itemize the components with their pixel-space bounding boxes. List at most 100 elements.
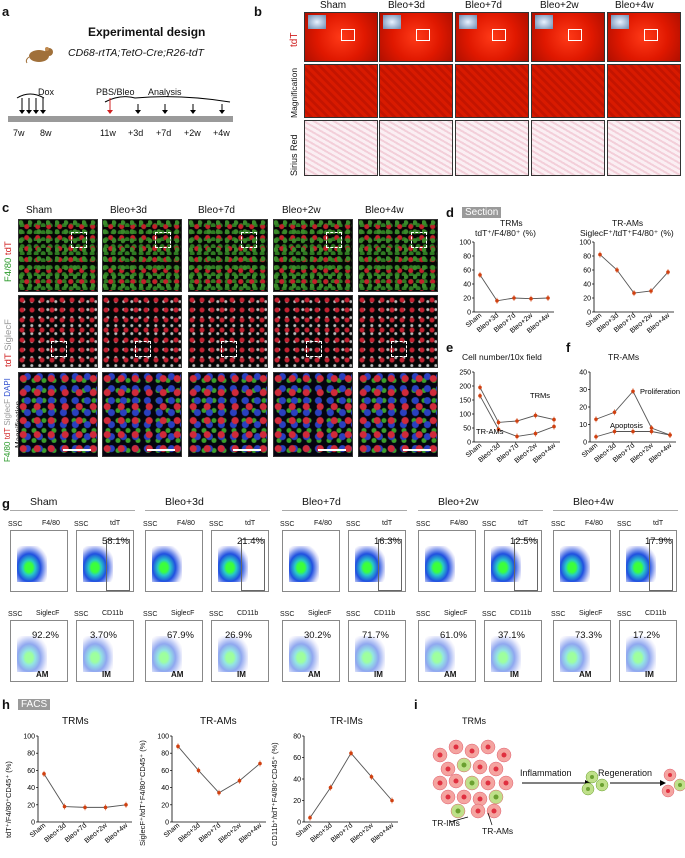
- b-tdt-image: [455, 12, 529, 62]
- b-col-2w: Bleo+2w: [540, 0, 579, 11]
- g-column-title: Bleo+2w: [438, 496, 479, 508]
- g-tdt-plot: [484, 530, 542, 592]
- g-gate: [241, 539, 265, 591]
- data-point: [390, 798, 394, 803]
- cell-nucleus-icon: [461, 794, 467, 800]
- data-point: [496, 427, 501, 432]
- data-point: [666, 270, 670, 274]
- b-magnification-image: [531, 64, 605, 118]
- g-divider: [282, 510, 407, 511]
- g-am-label: AM: [579, 670, 592, 679]
- x-tick-label: Bleo+3d: [177, 822, 201, 844]
- tp-2w: +2w: [184, 128, 201, 138]
- h-facs-tag: FACS: [18, 699, 51, 710]
- tp-4w: +4w: [213, 128, 230, 138]
- c-roi-box: [411, 232, 427, 248]
- i-cell-cluster: [432, 739, 514, 819]
- g-im-label: IM: [645, 670, 654, 679]
- f-title: TR-AMs: [608, 352, 640, 362]
- y-tick-label: 40: [27, 785, 35, 792]
- g-siglecf-plot: [145, 620, 203, 682]
- c-row1-label: F4/80 tdT: [3, 241, 14, 282]
- y-tick-label: 0: [467, 440, 471, 447]
- g-density-cloud: [354, 636, 386, 672]
- data-point: [668, 433, 672, 437]
- g-axis-ssc: SSC: [280, 521, 295, 528]
- cell-nucleus-icon: [678, 783, 682, 787]
- data-point: [369, 775, 374, 779]
- c-f480-tdt-image: [273, 219, 353, 292]
- panel-h-label: h: [2, 697, 10, 712]
- chart-d-left: 020406080100ShamBleo+3dBleo+7dBleo+2wBle…: [459, 240, 554, 335]
- g-tdt-plot: [619, 530, 677, 592]
- g-density-cloud: [354, 546, 386, 582]
- cell-nucleus-icon: [437, 780, 443, 786]
- cell-nucleus-icon: [477, 796, 483, 802]
- c-col-sham: Sham: [26, 205, 53, 216]
- cell-nucleus-icon: [445, 794, 451, 800]
- data-point: [631, 429, 635, 434]
- b-sirius-red-image: [304, 120, 378, 176]
- data-point: [496, 420, 501, 425]
- g-divider: [418, 510, 543, 511]
- b-tdt-image: [379, 12, 453, 62]
- f-series-label-proliferation: Proliferation: [640, 387, 680, 396]
- y-tick-label: 100: [579, 240, 591, 247]
- g-axis-ssc: SSC: [617, 611, 632, 618]
- g-axis-ssc: SSC: [551, 521, 566, 528]
- b-tdt-image: [531, 12, 605, 62]
- g-axis-ssc: SSC: [416, 521, 431, 528]
- y-tick-label: 100: [157, 734, 169, 741]
- analysis-label: Analysis: [148, 87, 182, 97]
- y-tick-label: 40: [579, 370, 587, 377]
- y-tick-label: 10: [579, 422, 587, 429]
- panel-c-label: c: [2, 200, 10, 215]
- y-tick-label: 40: [583, 282, 591, 289]
- b-inset-image: [611, 15, 629, 29]
- y-tick-label: 60: [27, 768, 35, 775]
- c-row2-label: tdT SiglecF: [3, 319, 14, 367]
- x-tick-label: Bleo+4w: [370, 822, 396, 845]
- data-point: [328, 785, 333, 790]
- g-tdt-pct: 58.1%: [102, 536, 129, 547]
- y-tick-label: 80: [583, 254, 591, 261]
- cell-nucleus-icon: [461, 762, 467, 768]
- g-density-cloud: [217, 546, 249, 582]
- c-roi-box: [391, 341, 407, 357]
- y-tick-label: 200: [459, 384, 471, 391]
- c-col-4w: Bleo+4w: [365, 205, 404, 216]
- tp-8w: 8w: [40, 128, 52, 138]
- cell-nucleus-icon: [453, 778, 459, 784]
- x-tick-label: Bleo+4w: [104, 822, 130, 845]
- i-tr-ims-label: TR-IMs: [432, 818, 460, 828]
- b-row-tdt: tdT: [289, 32, 300, 47]
- g-axis-f480: F4/80: [585, 520, 603, 527]
- c-scale-bar: [147, 449, 175, 451]
- g-density-cloud: [559, 636, 591, 672]
- g-axis-ssc: SSC: [143, 611, 158, 618]
- x-tick-label: Bleo+4w: [238, 822, 264, 845]
- b-tdt-image: [304, 12, 378, 62]
- g-axis-siglecf: SiglecF: [444, 610, 468, 617]
- data-point: [196, 768, 201, 773]
- data-point: [349, 751, 353, 755]
- x-tick-label: Bleo+3d: [43, 822, 67, 844]
- panel-g-label: g: [2, 496, 10, 511]
- g-axis-f480: F4/80: [42, 520, 60, 527]
- y-tick-label: 100: [23, 734, 35, 741]
- g-im-label: IM: [374, 670, 383, 679]
- b-magnification-image: [455, 64, 529, 118]
- b-magnification-image: [304, 64, 378, 118]
- chart-e: 050100150200250ShamBleo+3dBleo+7dBleo+2w…: [459, 370, 560, 465]
- d-right-sub: SiglecF⁺/tdT⁺F4/80⁺ (%): [580, 228, 674, 238]
- g-axis-f480: F4/80: [314, 520, 332, 527]
- data-point: [512, 296, 516, 300]
- g-siglecf-plot: [282, 620, 340, 682]
- data-point: [546, 296, 550, 300]
- cell-nucleus-icon: [445, 766, 451, 772]
- g-axis-ssc: SSC: [482, 521, 497, 528]
- data-point: [478, 394, 482, 398]
- g-gate: [378, 539, 402, 591]
- y-tick-label: 0: [165, 820, 169, 827]
- cell-nucleus-icon: [469, 780, 475, 786]
